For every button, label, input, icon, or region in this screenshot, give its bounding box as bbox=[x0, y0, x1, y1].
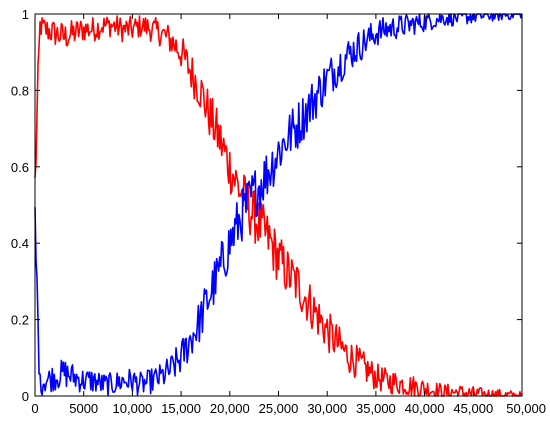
y-tick-label: 1 bbox=[22, 7, 29, 22]
series-line-red bbox=[34, 15, 523, 397]
series-layer bbox=[34, 13, 523, 397]
x-tick-label: 30,000 bbox=[307, 401, 347, 416]
y-tick-label: 0.2 bbox=[11, 313, 29, 328]
y-tick-label: 0.6 bbox=[11, 160, 29, 175]
x-tick-label: 40,000 bbox=[405, 401, 445, 416]
x-tick-label: 0 bbox=[31, 401, 38, 416]
x-tick-label: 45,000 bbox=[453, 401, 493, 416]
x-tick-label: 35,000 bbox=[356, 401, 396, 416]
x-tick-label: 25,000 bbox=[259, 401, 299, 416]
x-tick-label: 5000 bbox=[69, 401, 98, 416]
y-tick-label: 0.8 bbox=[11, 83, 29, 98]
y-tick-label: 0 bbox=[22, 389, 29, 404]
plot-frame bbox=[34, 13, 523, 397]
y-tick-label: 0.4 bbox=[11, 236, 29, 251]
x-tick-label: 20,000 bbox=[210, 401, 250, 416]
series-line-blue bbox=[34, 13, 523, 397]
x-tick-label: 10,000 bbox=[113, 401, 153, 416]
labels-layer: 0 5000 10,000 15,000 20,000 25,000 30,000 35,00… bbox=[11, 7, 546, 416]
x-tick-label: 50,000 bbox=[506, 401, 546, 416]
ticks-layer bbox=[34, 13, 523, 397]
x-tick-label: 15,000 bbox=[161, 401, 201, 416]
